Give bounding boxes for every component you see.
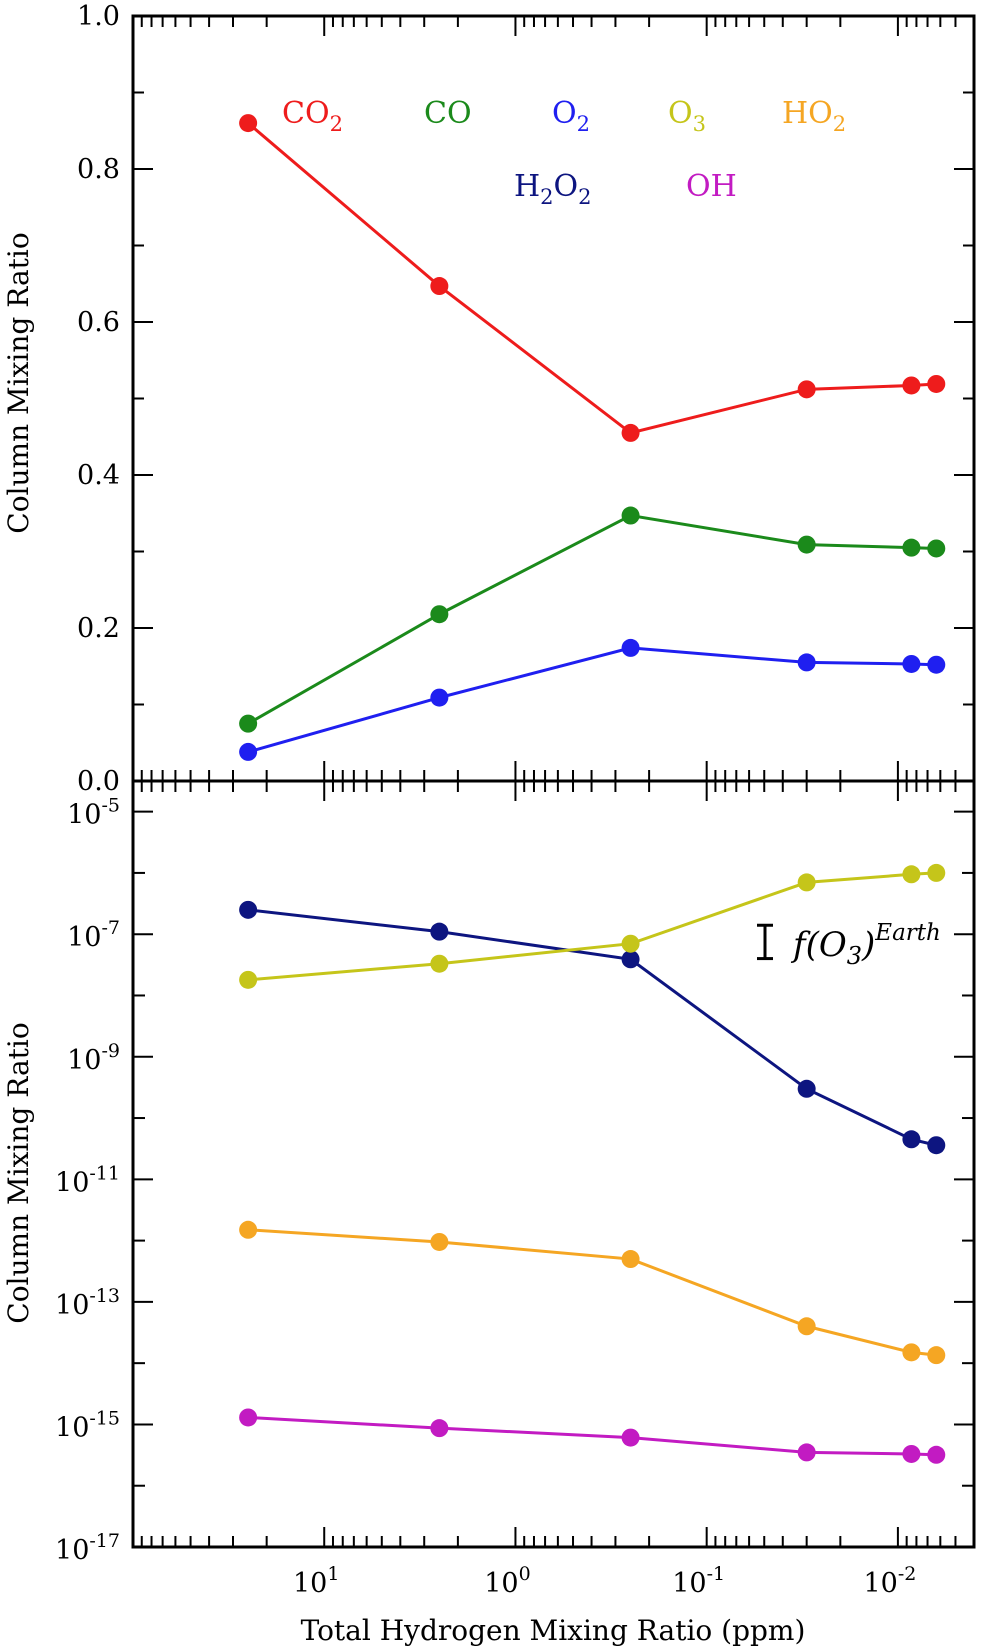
data-point-co2	[239, 114, 258, 133]
data-point-o3	[621, 934, 640, 953]
y-tick-label: 10-9	[67, 1040, 120, 1076]
data-point-o2	[621, 638, 640, 657]
bottom-y-axis: 10-5 10-7 10-9 10-11 10-13 10-15 10-17	[55, 795, 974, 1566]
bottom-panel-series	[239, 863, 946, 1464]
y-tick-label: 10-13	[55, 1285, 120, 1321]
y-tick-label: 10-7	[67, 917, 120, 953]
legend-entry: H2O2	[514, 169, 592, 209]
x-axis-label: Total Hydrogen Mixing Ratio (ppm)	[301, 1614, 806, 1647]
y-tick-label: 10-15	[55, 1407, 120, 1443]
data-point-ho2	[430, 1232, 449, 1251]
legend-entry: HO2	[782, 96, 846, 136]
top-y-axis-label: Column Mixing Ratio	[2, 232, 35, 533]
data-point-o2	[430, 688, 449, 707]
data-point-co	[797, 535, 816, 554]
data-point-h2o2	[239, 900, 258, 919]
data-point-h2o2	[797, 1079, 816, 1098]
data-point-oh	[927, 1445, 946, 1464]
data-point-o3	[927, 863, 946, 882]
series-line-co	[247, 513, 937, 725]
x-tick-label: 101	[293, 1563, 339, 1599]
data-point-co	[430, 605, 449, 624]
data-point-co2	[927, 374, 946, 393]
legend-entry: CO	[424, 96, 472, 131]
y-tick-label: 10-11	[55, 1162, 120, 1198]
legend-entry: O2	[552, 96, 590, 136]
x-tick-label: 10-2	[863, 1563, 916, 1599]
data-point-co2	[902, 376, 921, 395]
series-line-oh	[248, 1415, 937, 1457]
y-tick-label: 0.0	[77, 766, 120, 797]
data-point-o3	[239, 970, 258, 989]
bottom-panel-frame	[131, 779, 976, 1549]
data-point-oh	[239, 1408, 258, 1427]
y-tick-label: 0.8	[77, 154, 120, 185]
data-point-h2o2	[902, 1130, 921, 1149]
data-point-o2	[797, 653, 816, 672]
data-point-o3	[797, 873, 816, 892]
data-point-o3	[902, 865, 921, 884]
data-point-co	[927, 539, 946, 558]
data-point-ho2	[621, 1250, 640, 1269]
data-point-co2	[621, 423, 640, 442]
series-line-ho2	[248, 1228, 937, 1357]
data-point-co	[621, 506, 640, 525]
top-y-axis: 0.0 0.2 0.4 0.6 0.8 1.0	[77, 1, 974, 797]
data-point-ho2	[902, 1343, 921, 1362]
earth-ozone-label: f(O3)Earth	[790, 920, 941, 970]
y-tick-label: 10-5	[67, 795, 120, 831]
data-point-h2o2	[927, 1136, 946, 1155]
y-tick-label: 0.2	[77, 613, 120, 644]
data-point-ho2	[239, 1220, 258, 1239]
data-point-oh	[621, 1428, 640, 1447]
data-point-ho2	[797, 1317, 816, 1336]
y-tick-label: 0.6	[77, 307, 120, 338]
legend-entry: O3	[668, 96, 706, 136]
legend: CO2 CO O2 O3 HO2 H2O2 OH	[282, 96, 846, 209]
y-tick-label: 1.0	[77, 1, 120, 32]
data-point-o3	[430, 954, 449, 973]
top-panel-series	[239, 114, 946, 761]
data-point-h2o2	[621, 950, 640, 969]
x-tick-label: 10-1	[672, 1563, 725, 1599]
x-tick-label: 100	[484, 1563, 530, 1599]
data-point-h2o2	[430, 922, 449, 941]
data-point-co2	[430, 277, 449, 296]
earth-ozone-annotation: f(O3)Earth	[757, 920, 941, 970]
data-point-o2	[902, 654, 921, 673]
data-point-co	[239, 714, 258, 733]
data-point-co	[902, 538, 921, 557]
x-axis: 101 100 10-1 10-2	[132, 16, 975, 1599]
data-point-oh	[797, 1443, 816, 1462]
bottom-y-axis-label: Column Mixing Ratio	[2, 1022, 35, 1323]
legend-entry: CO2	[282, 96, 343, 136]
data-point-co2	[797, 380, 816, 399]
data-point-oh	[430, 1419, 449, 1438]
y-tick-label: 10-17	[55, 1530, 120, 1566]
y-tick-label: 0.4	[77, 460, 120, 491]
data-point-o2	[239, 742, 258, 761]
series-line-co2	[247, 121, 937, 435]
data-point-oh	[902, 1444, 921, 1463]
legend-entry: OH	[686, 169, 737, 204]
data-point-o2	[927, 655, 946, 674]
data-point-ho2	[927, 1346, 946, 1365]
